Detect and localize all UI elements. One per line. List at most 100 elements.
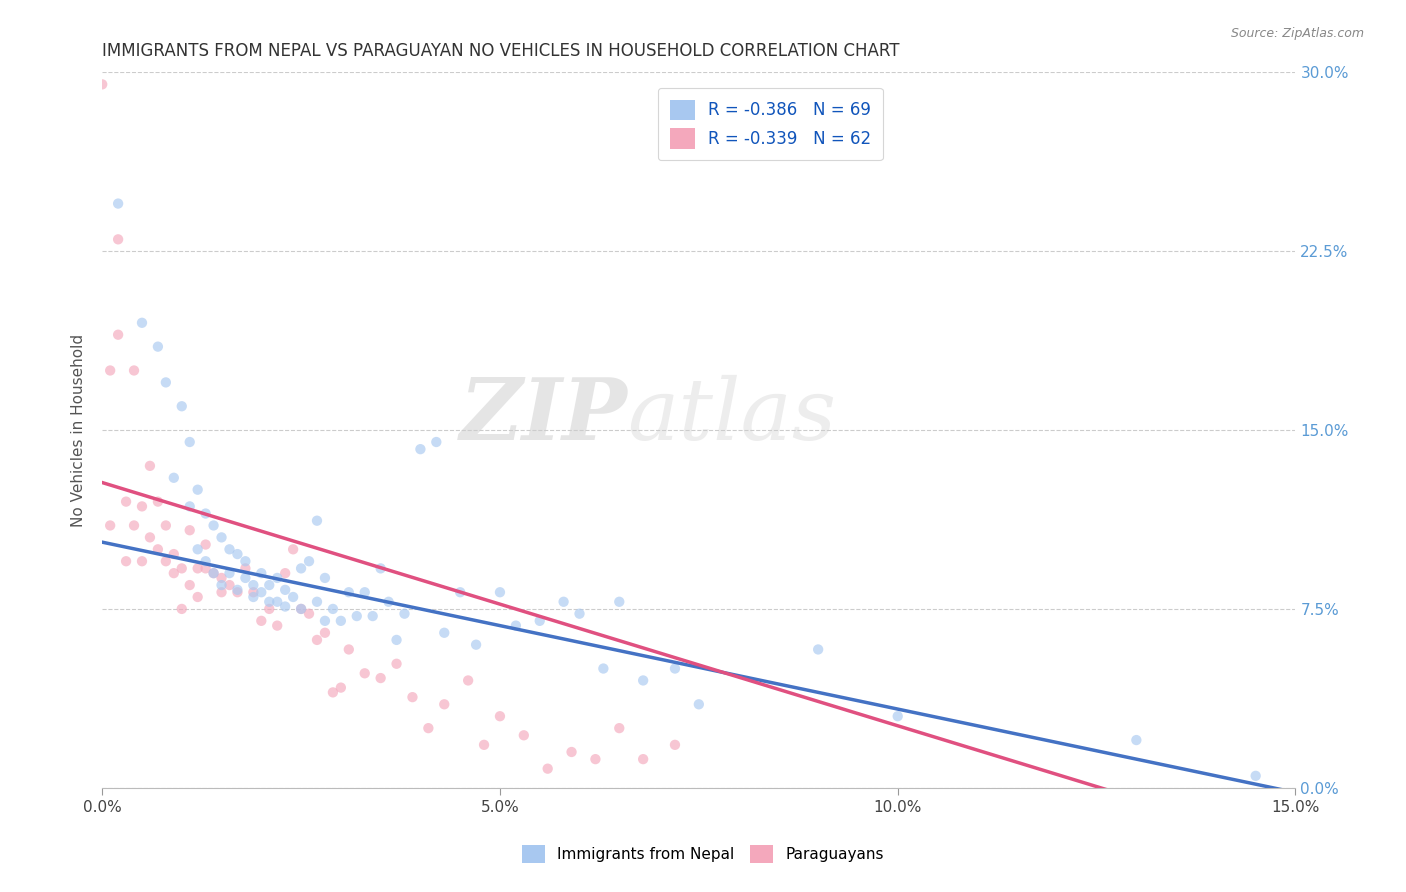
Point (298, 554, 321, 568)
Point (370, 671, 392, 685)
Point (553, 595, 575, 609)
Point (337, 585, 360, 599)
Point (131, 500, 153, 514)
Point (179, 578, 201, 592)
Point (179, 500, 201, 514)
Point (235, 554, 257, 568)
Point (314, 614, 336, 628)
Point (155, 554, 177, 568)
Point (274, 582, 297, 597)
Point (259, 578, 281, 592)
Point (322, 685, 344, 699)
Point (194, 537, 217, 551)
Point (226, 585, 249, 599)
Point (314, 571, 336, 585)
Point (155, 376, 177, 390)
Point (281, 590, 304, 604)
Point (688, 698, 710, 712)
Point (489, 709, 512, 723)
Point (592, 661, 614, 675)
Text: atlas: atlas (627, 375, 837, 457)
Point (425, 435, 447, 450)
Point (226, 547, 249, 561)
Point (155, 518, 177, 533)
Point (146, 494, 169, 508)
Point (329, 614, 352, 628)
Point (187, 590, 209, 604)
Point (211, 585, 233, 599)
Point (98, 518, 121, 533)
Point (314, 625, 336, 640)
Point (607, 721, 630, 735)
Point (305, 514, 328, 528)
Point (385, 632, 408, 647)
Point (242, 578, 264, 592)
Point (561, 745, 583, 759)
Point (122, 518, 145, 533)
Point (886, 709, 908, 723)
Point (194, 507, 217, 521)
Point (91, 78, 114, 92)
Point (250, 566, 273, 581)
Point (139, 530, 162, 544)
Point (449, 585, 471, 599)
Point (194, 561, 217, 575)
Point (250, 614, 273, 628)
Point (377, 595, 399, 609)
Point (259, 602, 281, 616)
Legend: Immigrants from Nepal, Paraguayans: Immigrants from Nepal, Paraguayans (515, 837, 891, 871)
Point (146, 542, 169, 557)
Text: ZIP: ZIP (460, 374, 627, 458)
Point (631, 752, 654, 766)
Point (242, 585, 264, 599)
Point (537, 762, 560, 776)
Point (433, 625, 456, 640)
Point (235, 561, 257, 575)
Point (290, 602, 312, 616)
Point (187, 542, 209, 557)
Point (218, 578, 240, 592)
Point (664, 661, 686, 675)
Point (163, 566, 186, 581)
Point (131, 316, 153, 330)
Point (472, 738, 495, 752)
Point (211, 530, 233, 544)
Text: Source: ZipAtlas.com: Source: ZipAtlas.com (1230, 27, 1364, 40)
Point (418, 721, 440, 735)
Point (163, 471, 186, 485)
Point (529, 614, 551, 628)
Point (122, 363, 145, 377)
Point (489, 585, 512, 599)
Point (259, 595, 281, 609)
Point (807, 642, 830, 657)
Point (179, 523, 201, 537)
Point (394, 607, 416, 621)
Point (409, 442, 432, 457)
Point (211, 571, 233, 585)
Legend: R = -0.386   N = 69, R = -0.339   N = 62: R = -0.386 N = 69, R = -0.339 N = 62 (658, 88, 883, 161)
Point (202, 566, 225, 581)
Point (250, 585, 273, 599)
Point (290, 561, 312, 575)
Point (98, 363, 121, 377)
Point (664, 738, 686, 752)
Point (290, 602, 312, 616)
Point (305, 632, 328, 647)
Point (337, 642, 360, 657)
Point (146, 340, 169, 354)
Point (361, 609, 384, 624)
Point (139, 458, 162, 473)
Point (187, 483, 209, 497)
Point (170, 561, 193, 575)
Point (513, 728, 536, 742)
Point (401, 690, 423, 705)
Point (583, 752, 606, 766)
Point (266, 595, 288, 609)
Point (346, 609, 368, 624)
Point (631, 673, 654, 688)
Point (218, 542, 240, 557)
Point (298, 607, 321, 621)
Y-axis label: No Vehicles in Household: No Vehicles in Household (72, 334, 86, 526)
Point (1244, 769, 1267, 783)
Point (202, 566, 225, 581)
